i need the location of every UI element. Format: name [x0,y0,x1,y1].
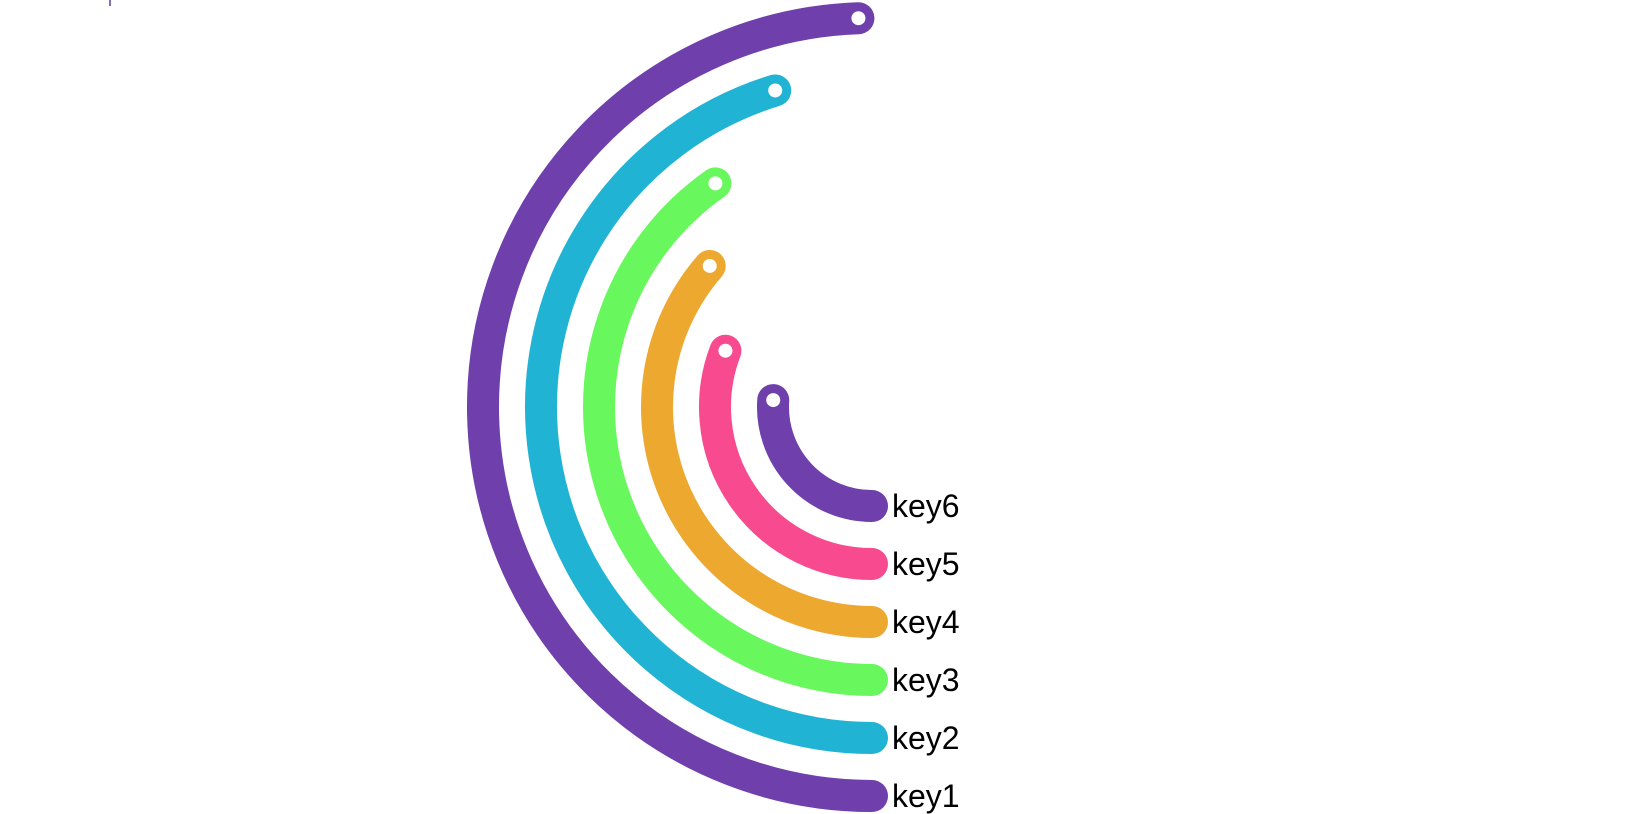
bar-end-marker-key2 [768,83,783,98]
bar-end-marker-key1 [851,11,866,26]
bar-end-marker-key6 [766,393,781,408]
radial-bar-key2 [525,74,888,754]
category-label-key3: key3 [892,662,960,698]
radial-bar-key4 [641,249,888,638]
radial-bar-key1 [467,2,888,812]
category-label-key4: key4 [892,604,960,640]
radial-bar-key5 [699,334,888,580]
radial-bar-key6 [757,384,888,522]
category-label-key5: key5 [892,546,960,582]
category-label-key1: key1 [892,778,960,814]
bar-end-marker-key3 [708,176,723,191]
category-label-key2: key2 [892,720,960,756]
radial-bar-key3 [583,167,888,696]
bar-end-marker-key4 [702,258,717,273]
category-label-key6: key6 [892,488,960,524]
bar-end-marker-key5 [718,343,733,358]
